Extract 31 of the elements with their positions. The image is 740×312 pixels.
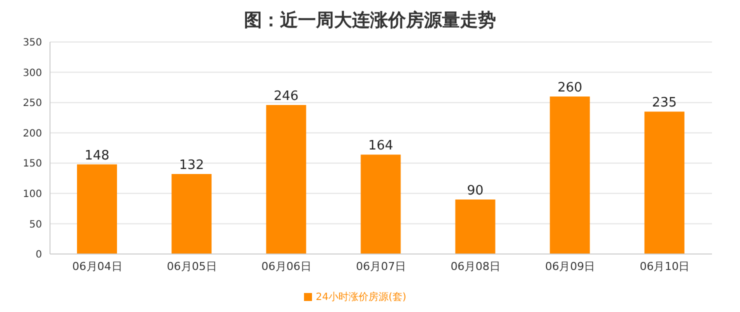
y-tick-label: 50 [29, 219, 42, 230]
y-tick-label: 300 [22, 68, 42, 79]
data-label: 235 [652, 96, 677, 111]
y-tick-label: 150 [22, 158, 42, 170]
y-tick-label: 100 [22, 188, 42, 200]
x-tick-label: 06月04日 [72, 260, 122, 273]
bar [644, 112, 684, 254]
bar [550, 96, 590, 254]
x-tick-label: 06月10日 [640, 260, 690, 273]
x-tick-label: 06月09日 [545, 260, 596, 273]
data-label: 132 [179, 158, 204, 174]
data-label: 260 [557, 80, 582, 96]
bar [172, 174, 212, 254]
bar [360, 154, 401, 254]
chart-title: 图：近一周大连涨价房源量走势 [243, 9, 497, 33]
legend-label: 24小时涨价房源(套) [316, 292, 406, 303]
data-label: 164 [368, 138, 394, 154]
y-tick-label: 200 [22, 128, 42, 140]
x-tick-label: 06月05日 [166, 260, 217, 273]
x-tick-label: 06月06日 [261, 260, 312, 273]
y-tick-label: 250 [22, 98, 42, 110]
data-label: 90 [467, 183, 484, 198]
data-label: 148 [84, 148, 110, 164]
data-label: 246 [274, 88, 299, 104]
bar [266, 104, 306, 254]
bar [455, 199, 496, 254]
y-tick-label: 350 [22, 38, 42, 49]
x-tick-label: 06月07日 [356, 260, 406, 273]
bar [77, 164, 117, 254]
y-tick-label: 0 [36, 250, 42, 261]
x-tick-label: 06月08日 [450, 260, 501, 273]
